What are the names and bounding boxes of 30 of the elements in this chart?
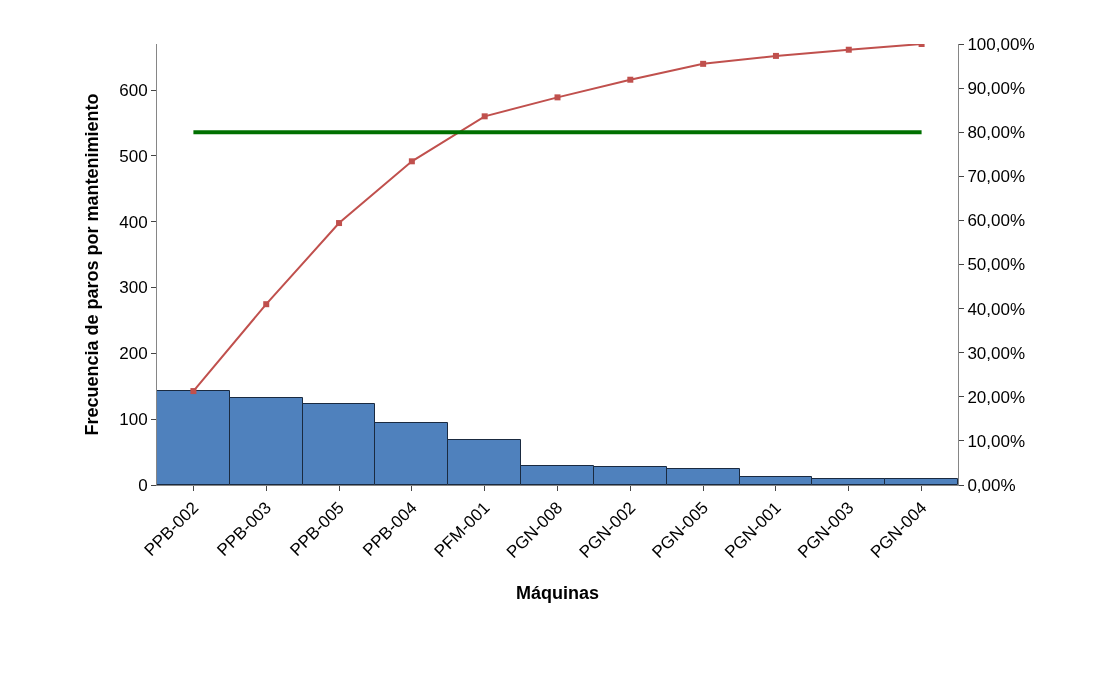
y-tick-label: 400: [119, 212, 148, 232]
y2-tick-label: 40,00%: [967, 299, 1026, 319]
point: [481, 113, 488, 120]
y-tick-label: 600: [119, 81, 148, 101]
y2-tick-label: 100,00%: [967, 34, 1035, 54]
point: [336, 220, 343, 227]
y-tick-label: 500: [119, 146, 148, 166]
point: [627, 76, 634, 83]
point: [772, 52, 779, 59]
y2-tick-label: 60,00%: [967, 211, 1026, 231]
point: [845, 46, 852, 53]
point: [263, 301, 270, 308]
y2-tick-label: 80,00%: [967, 123, 1026, 143]
y2-tick-label: 0,00%: [967, 475, 1016, 495]
y-axis-title: Frecuencia de paros por mantenimiento: [82, 93, 103, 436]
y2-tick-label: 30,00%: [967, 343, 1026, 363]
y2-tick-label: 90,00%: [967, 79, 1026, 99]
x-axis-title: Máquinas: [515, 582, 600, 603]
point: [700, 60, 707, 67]
y2-tick-label: 70,00%: [967, 167, 1026, 187]
y-tick-label: 300: [119, 278, 148, 298]
point: [408, 158, 415, 165]
y2-tick-label: 10,00%: [967, 431, 1026, 451]
y-tick-label: 100: [119, 410, 148, 430]
y2-tick-label: 50,00%: [967, 255, 1026, 275]
point: [554, 94, 561, 101]
y2-tick-label: 20,00%: [967, 387, 1026, 407]
y-tick-label: 200: [119, 344, 148, 364]
y-tick-label: 0: [138, 475, 148, 495]
point: [190, 388, 197, 395]
